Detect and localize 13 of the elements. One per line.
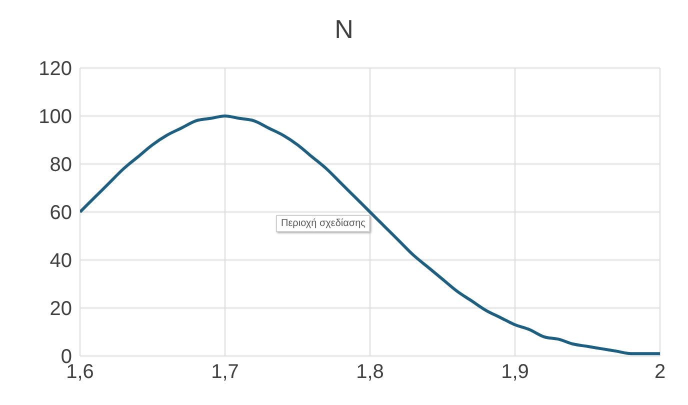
y-tick-label: 60: [50, 202, 72, 224]
y-tick-label: 40: [50, 250, 72, 272]
annotation: Περιοχή σχεδίασης: [276, 215, 370, 232]
y-tick-label: 20: [50, 298, 72, 320]
x-tick-label: 2: [654, 361, 666, 384]
y-tick-label: 120: [38, 58, 72, 80]
line-series: [80, 114, 660, 356]
x-tick-label: 1,9: [501, 361, 529, 384]
x-tick-label: 1,7: [211, 361, 239, 384]
y-tick-label: 80: [50, 154, 72, 176]
chart-title: N: [334, 13, 354, 46]
x-tick-label: 1,8: [356, 361, 384, 384]
y-tick-label: 100: [38, 106, 72, 128]
